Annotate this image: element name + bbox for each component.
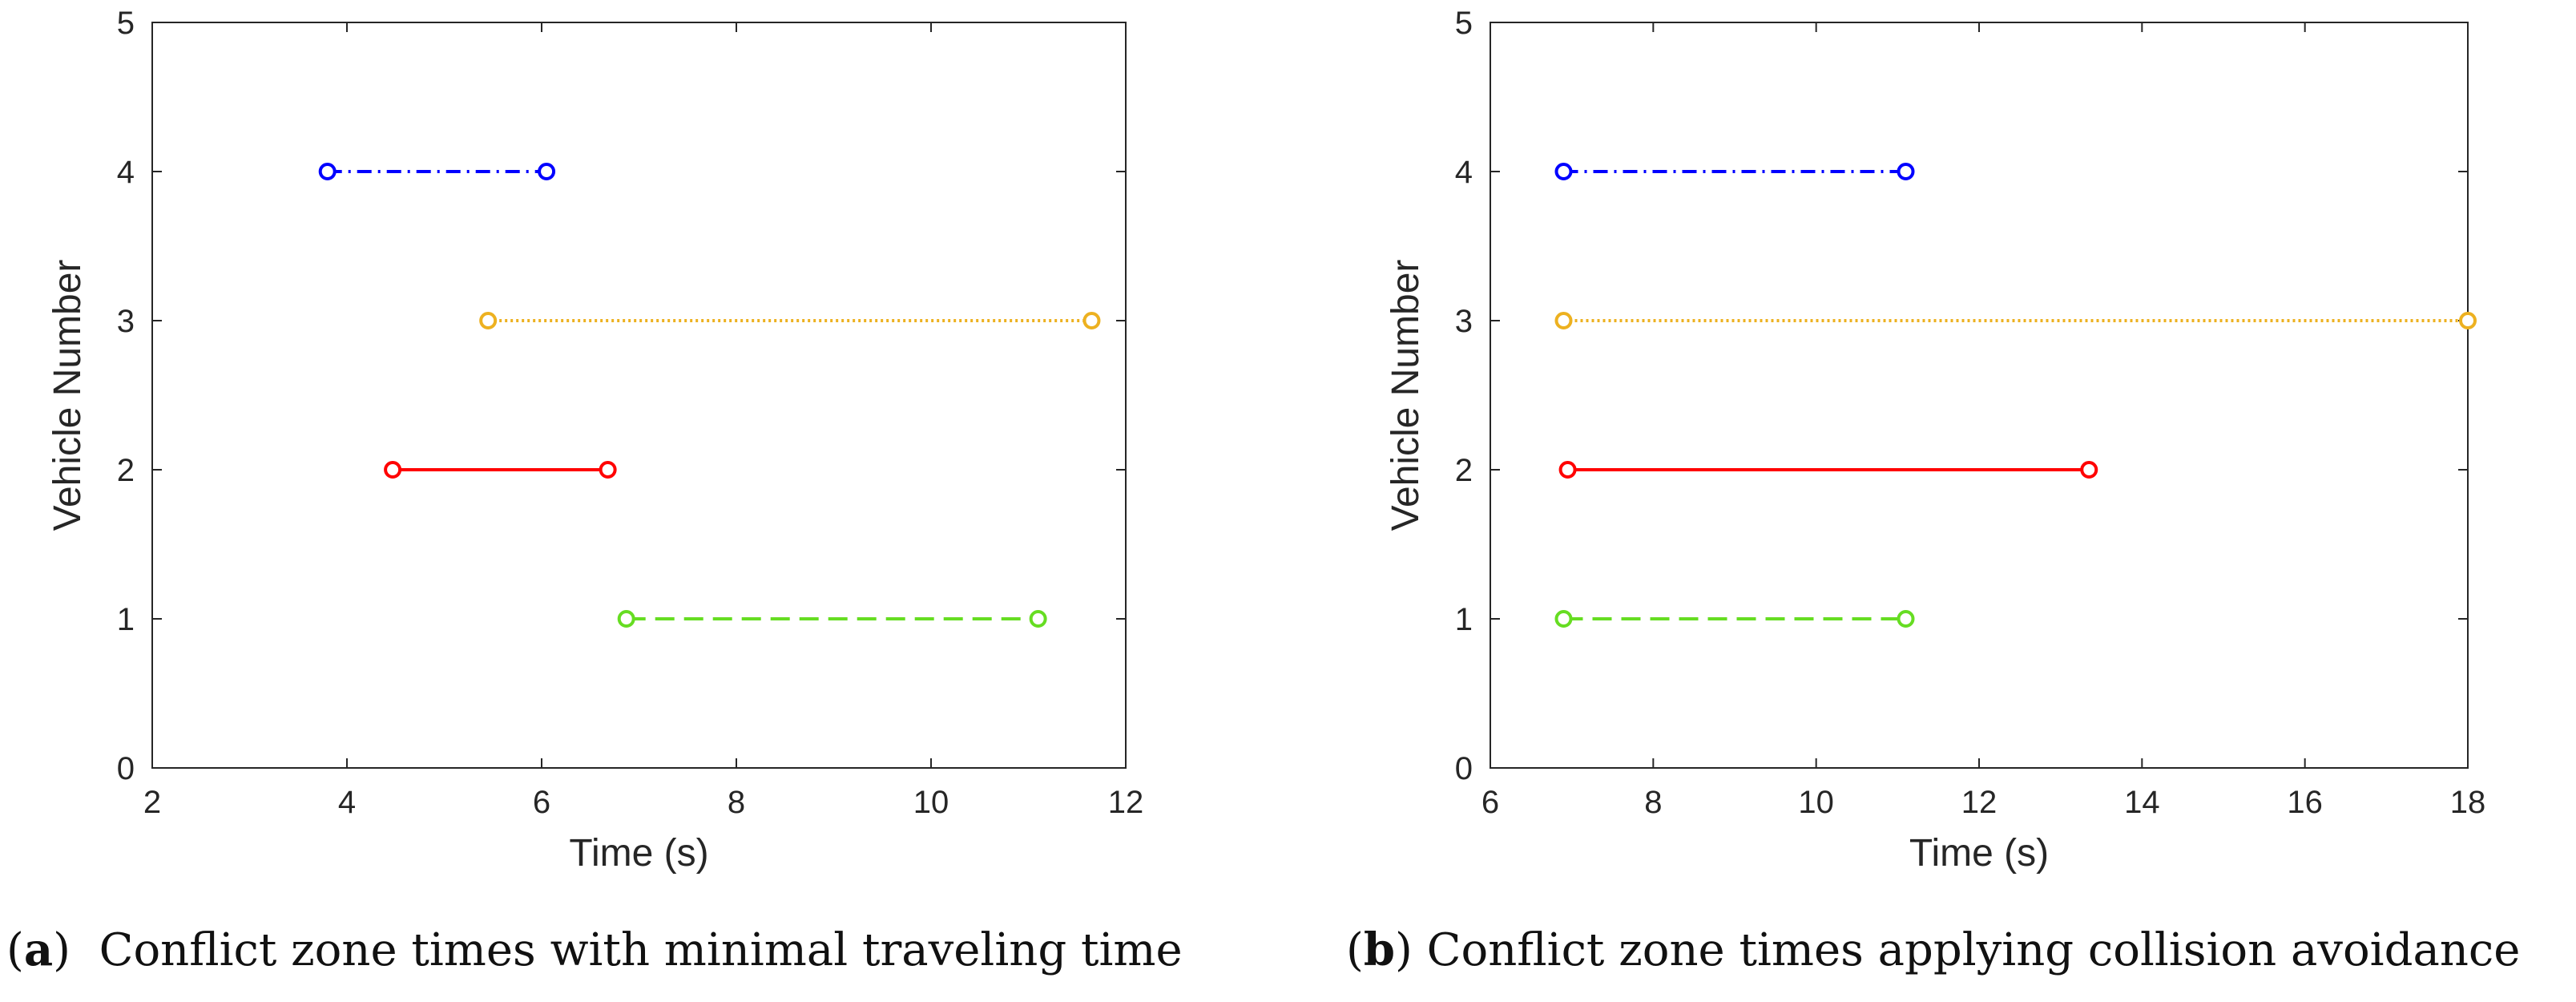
caption-b: (b) Conflict zone times applying collisi… <box>1346 923 2521 976</box>
series-marker-end-b-vehicle-1 <box>1897 610 1915 628</box>
plot-frame-b <box>1490 22 2469 769</box>
series-marker-start-a-vehicle-4 <box>318 163 337 180</box>
y-tick-label-a: 1 <box>117 602 135 637</box>
caption-b-label: b <box>1363 923 1396 976</box>
x-tick-label-a: 4 <box>338 785 356 820</box>
series-marker-end-a-vehicle-3 <box>1082 312 1101 329</box>
y-axis-label-a: Vehicle Number <box>46 260 89 531</box>
y-tick-label-a: 3 <box>117 304 135 339</box>
series-marker-end-b-vehicle-3 <box>2459 312 2477 329</box>
caption-a-text: Conflict zone times with minimal traveli… <box>99 924 1183 976</box>
x-tick-label-b: 16 <box>2287 785 2323 820</box>
series-marker-end-b-vehicle-2 <box>2080 461 2098 479</box>
plot-frame-a <box>151 22 1127 769</box>
series-marker-end-b-vehicle-4 <box>1897 163 1915 180</box>
caption-b-text: Conflict zone times applying collision a… <box>1426 924 2521 976</box>
x-tick-label-a: 10 <box>913 785 949 820</box>
y-tick-label-a: 2 <box>117 453 135 488</box>
caption-a: (a) Conflict zone times with minimal tra… <box>6 923 1183 976</box>
series-marker-start-b-vehicle-4 <box>1554 163 1573 180</box>
x-tick-label-b: 12 <box>1961 785 1998 820</box>
y-tick-label-b: 2 <box>1455 453 1473 488</box>
y-tick-label-b: 3 <box>1455 304 1473 339</box>
caption-a-label: a <box>23 923 54 976</box>
y-axis-label-b: Vehicle Number <box>1385 260 1427 531</box>
y-tick-label-a: 5 <box>117 6 135 41</box>
x-tick-label-b: 14 <box>2124 785 2160 820</box>
series-marker-end-a-vehicle-1 <box>1029 610 1047 628</box>
x-tick-label-b: 6 <box>1482 785 1499 820</box>
series-marker-start-b-vehicle-2 <box>1558 461 1577 479</box>
x-tick-label-b: 18 <box>2450 785 2486 820</box>
x-tick-label-a: 6 <box>533 785 550 820</box>
series-marker-start-b-vehicle-1 <box>1554 610 1573 628</box>
x-tick-label-a: 12 <box>1108 785 1144 820</box>
series-marker-start-a-vehicle-3 <box>479 312 498 329</box>
series-marker-start-a-vehicle-2 <box>384 461 402 479</box>
y-tick-label-b: 5 <box>1455 6 1473 41</box>
x-axis-label-a: Time (s) <box>569 832 708 875</box>
x-tick-label-a: 8 <box>728 785 745 820</box>
x-axis-label-b: Time (s) <box>1909 832 2049 875</box>
y-tick-label-a: 4 <box>117 155 135 190</box>
y-tick-label-a: 0 <box>117 751 135 786</box>
y-tick-label-b: 1 <box>1455 602 1473 637</box>
series-marker-end-a-vehicle-2 <box>599 461 617 479</box>
x-tick-label-b: 8 <box>1644 785 1662 820</box>
series-marker-start-b-vehicle-3 <box>1554 312 1573 329</box>
y-tick-label-b: 4 <box>1455 155 1473 190</box>
x-tick-label-a: 2 <box>143 785 161 820</box>
y-tick-label-b: 0 <box>1455 751 1473 786</box>
x-tick-label-b: 10 <box>1798 785 1834 820</box>
series-marker-end-a-vehicle-4 <box>538 163 556 180</box>
series-marker-start-a-vehicle-1 <box>617 610 635 628</box>
